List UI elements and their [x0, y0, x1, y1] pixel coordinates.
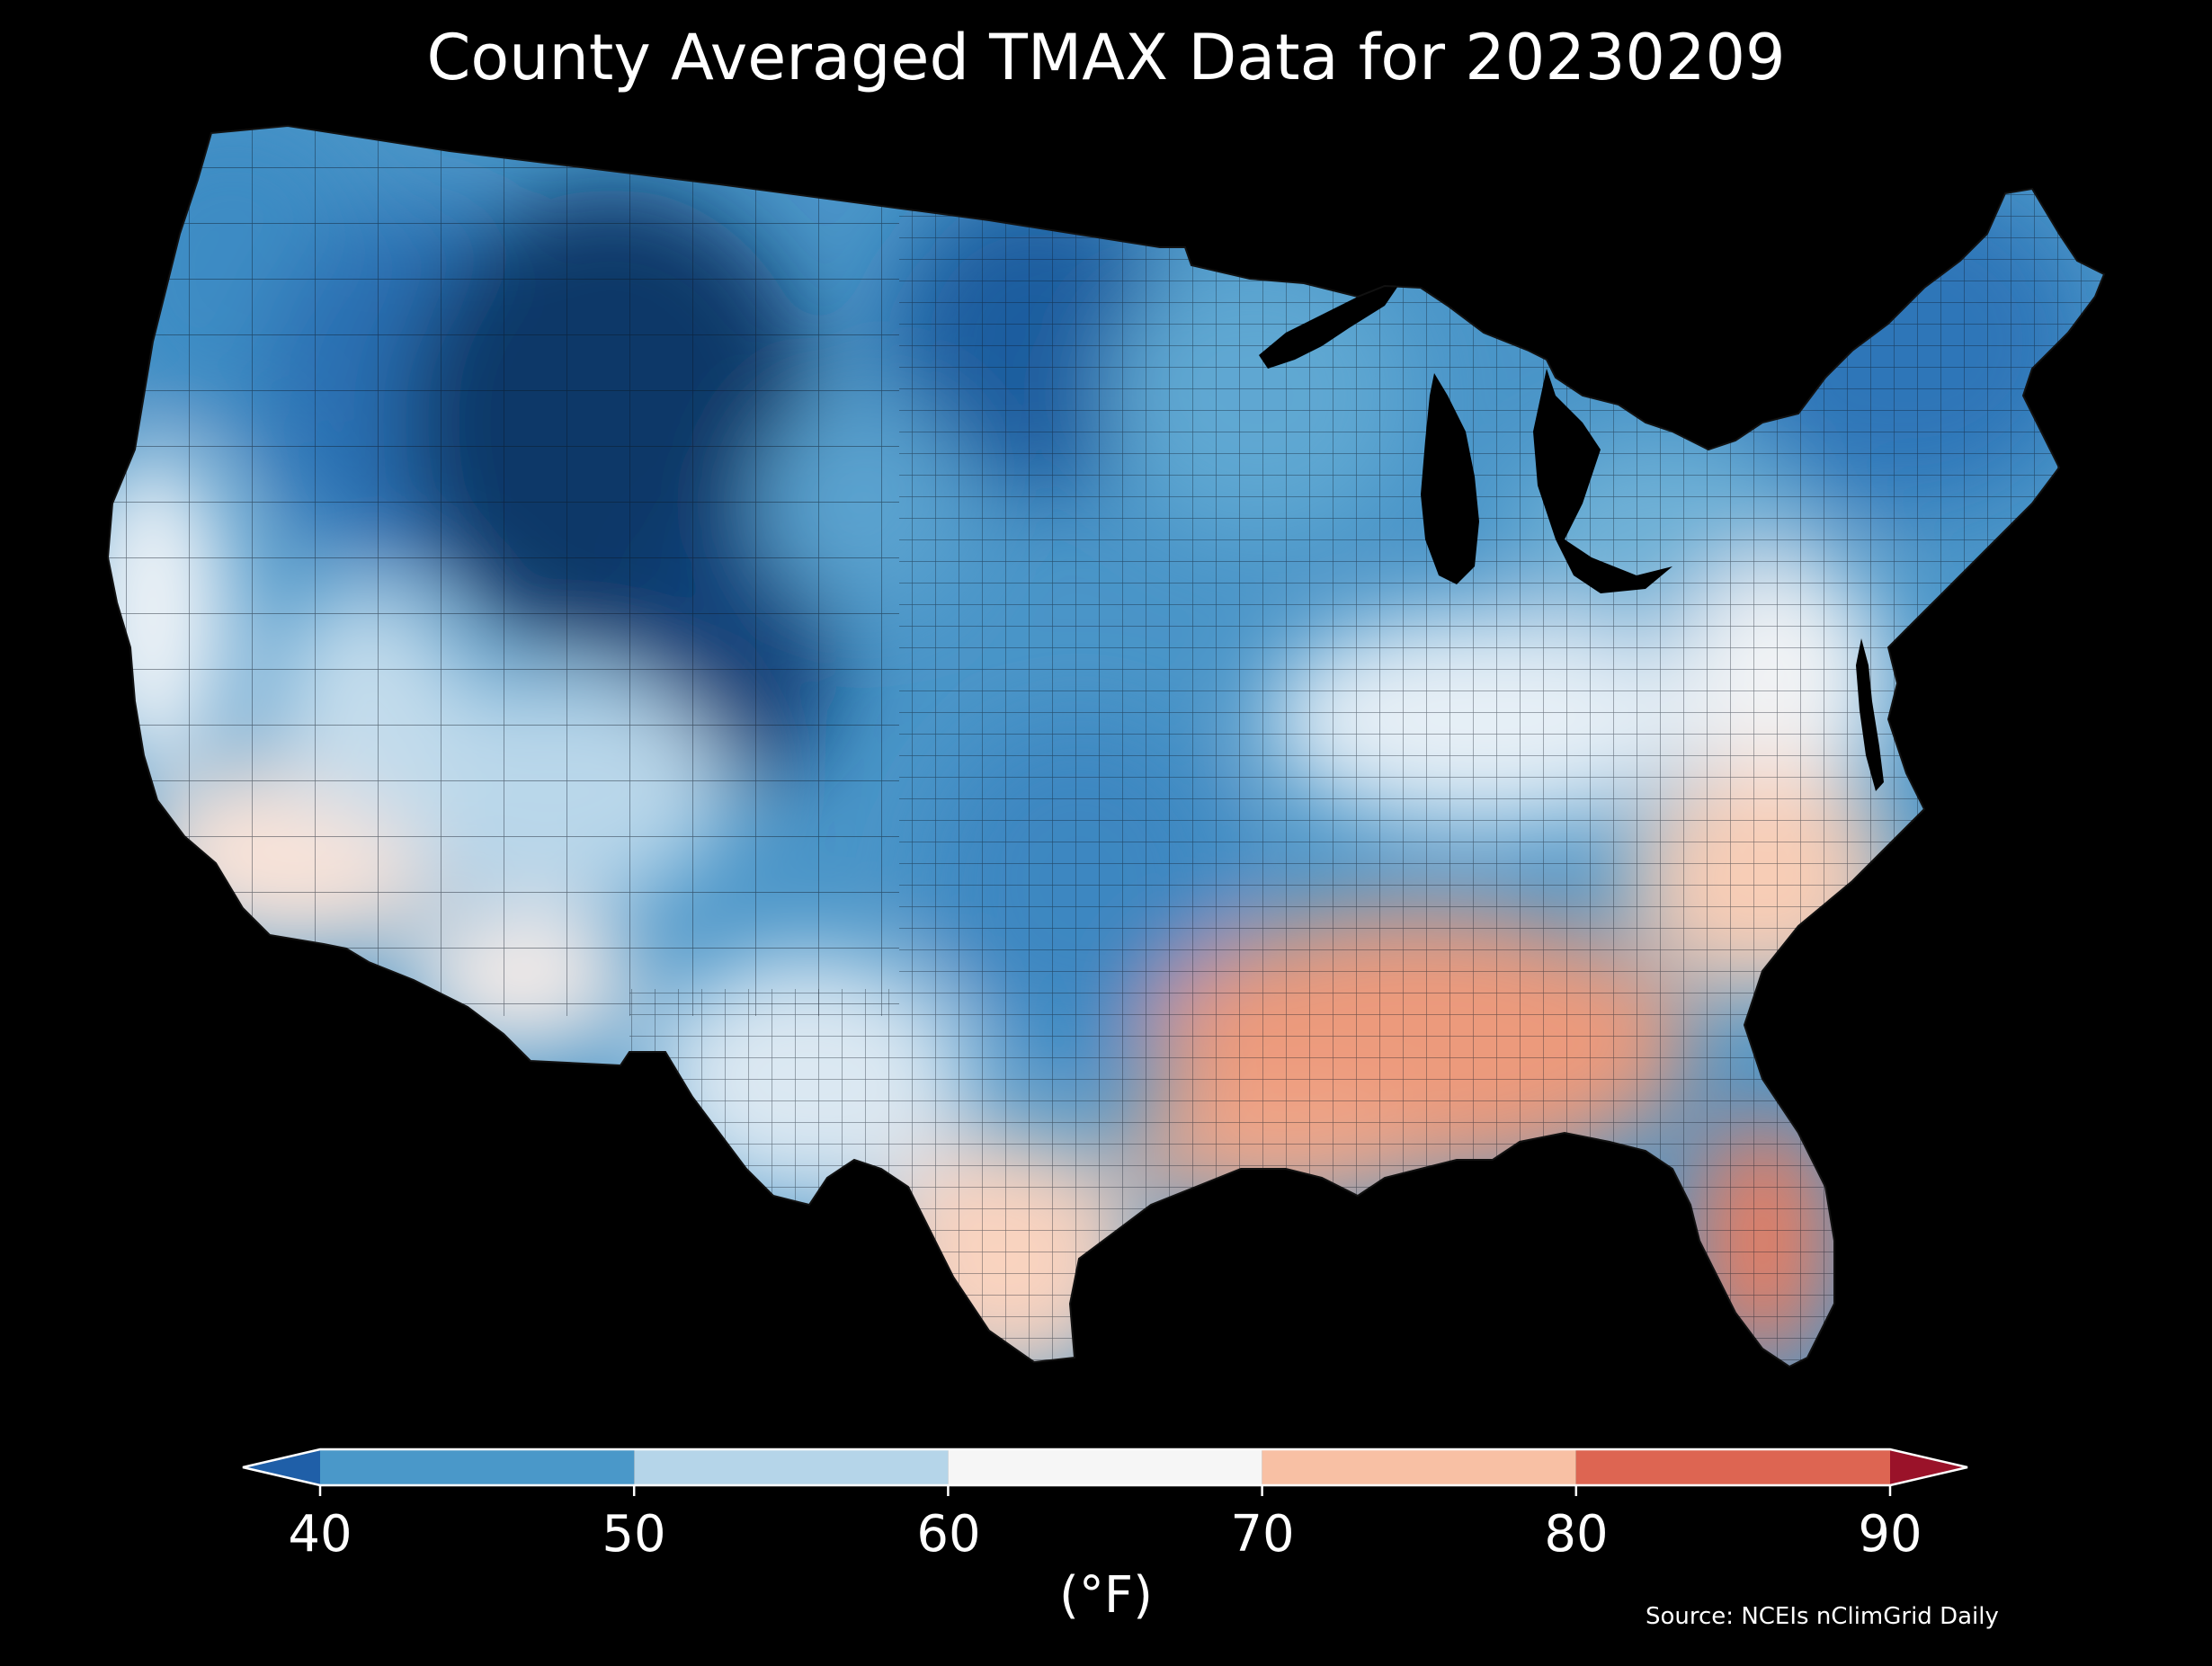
lake-huron-erie	[1533, 369, 1672, 593]
lake-michigan	[1421, 373, 1479, 584]
colorbar-bin	[1575, 1449, 1890, 1485]
county-lines-west	[108, 126, 899, 1016]
colorbar-ticks	[318, 1485, 1892, 1496]
colorbar-tick-label: 90	[1858, 1505, 1922, 1564]
us-outline	[106, 124, 2106, 1368]
colorbar-bin	[948, 1449, 1262, 1485]
colorbar-tick-label: 50	[602, 1505, 666, 1564]
colorbar-bin	[634, 1449, 949, 1485]
source-credit: Source: NCEIs nClimGrid Daily	[1646, 1603, 1999, 1630]
colorbar-segments	[242, 1448, 1968, 1487]
colorbar-extend-high	[1890, 1449, 1967, 1485]
map-title: County Averaged TMAX Data for 20230209	[426, 21, 1786, 94]
colorbar-bin	[320, 1449, 635, 1485]
colorbar-units-label: (°F)	[1059, 1566, 1153, 1625]
colorbar-tick-label: 80	[1544, 1505, 1609, 1564]
colorbar-tick-label: 70	[1230, 1505, 1295, 1564]
lake-superior	[1259, 283, 1398, 369]
chesapeake-bay	[1856, 638, 1884, 791]
colorbar-bin	[1262, 1449, 1576, 1485]
colorbar-tick-label: 40	[288, 1505, 352, 1564]
colorbar-tick-label: 60	[916, 1505, 981, 1564]
colorbar-extend-low	[243, 1449, 320, 1485]
